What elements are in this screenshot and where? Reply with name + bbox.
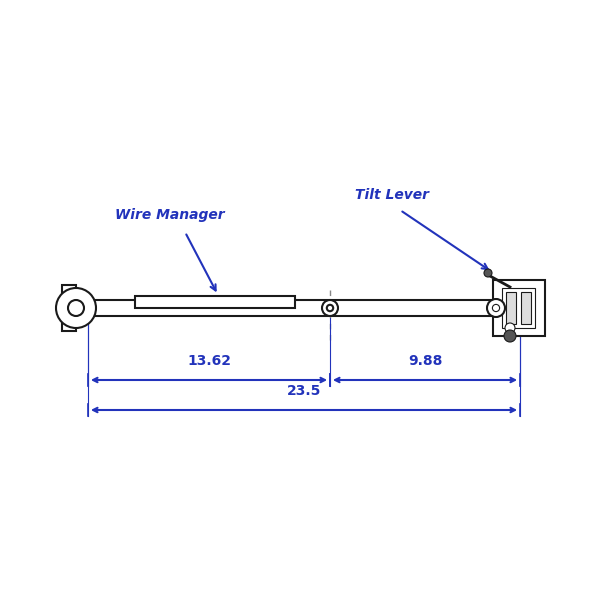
Circle shape — [484, 269, 492, 277]
Bar — [493, 280, 545, 336]
Text: Tilt Lever: Tilt Lever — [355, 188, 429, 202]
Text: Wire Manager: Wire Manager — [115, 208, 224, 222]
Circle shape — [322, 300, 338, 316]
Bar — [502, 288, 535, 328]
Circle shape — [504, 330, 516, 342]
Text: 9.88: 9.88 — [408, 354, 442, 368]
Text: 13.62: 13.62 — [187, 354, 231, 368]
Bar — [506, 292, 516, 324]
Circle shape — [505, 323, 515, 333]
Circle shape — [68, 300, 84, 316]
Text: 23.5: 23.5 — [287, 384, 321, 398]
Circle shape — [327, 305, 333, 311]
Bar — [521, 292, 531, 324]
Circle shape — [487, 299, 505, 317]
Bar — [135, 296, 295, 308]
Circle shape — [493, 304, 500, 311]
Bar — [62, 285, 76, 331]
Circle shape — [56, 288, 96, 328]
